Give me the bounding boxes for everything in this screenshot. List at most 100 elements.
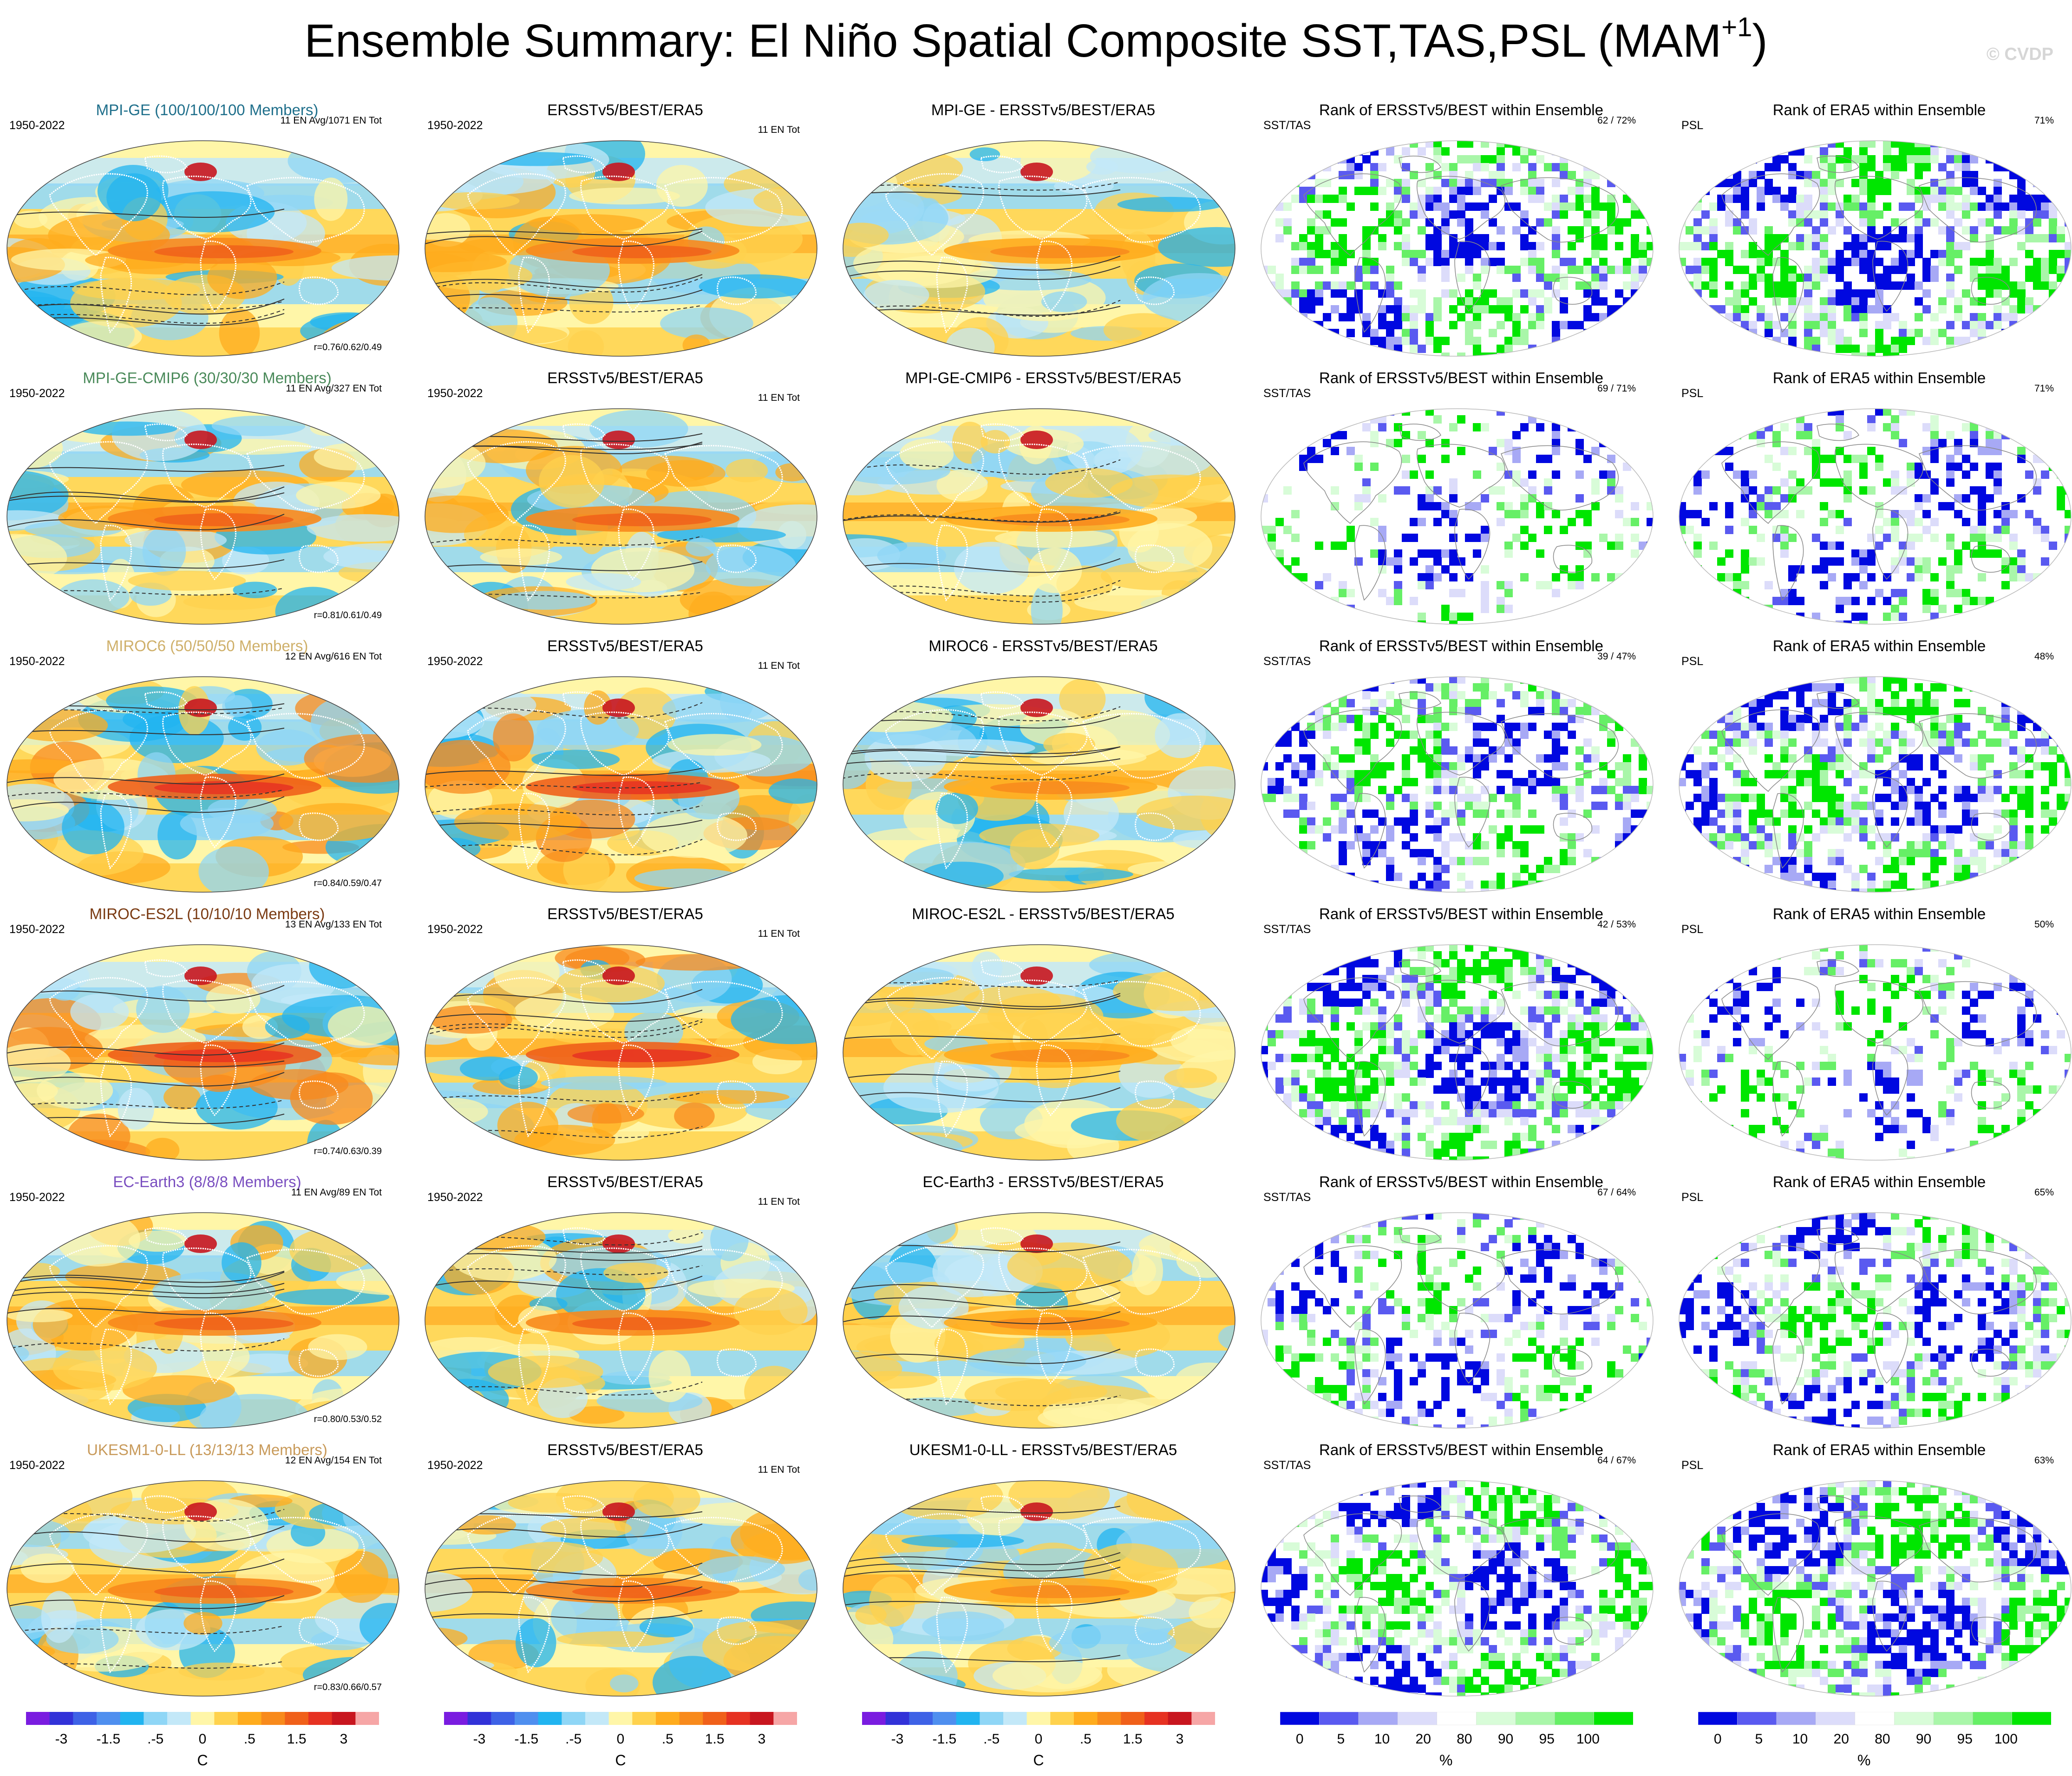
colorbar-tick-label: 0 <box>198 1731 207 1747</box>
panel-pattern-correlation: r=0.76/0.62/0.49 <box>314 342 382 353</box>
colorbar-tick-label: .5 <box>661 1731 673 1747</box>
colorbar-tick-label: 3 <box>340 1731 348 1747</box>
colorbar-swatch <box>1855 1712 1895 1725</box>
panel-title: ERSSTv5/BEST/ERA5 <box>547 905 703 922</box>
title-main: Ensemble Summary: El Niño Spatial Compos… <box>304 15 1722 67</box>
colorbar-tick-label: -3 <box>55 1731 68 1747</box>
composite-map-4 <box>425 944 817 1161</box>
colorbar-tick-label: 0 <box>1713 1731 1722 1747</box>
colorbar-tick-label: 90 <box>1497 1731 1514 1747</box>
composite-map-4 <box>7 944 399 1161</box>
panel-title: MIROC6 (50/50/50 Members) <box>106 637 308 654</box>
colorbar-tick-label: 3 <box>758 1731 766 1747</box>
title-close: ) <box>1752 15 1768 67</box>
panel-title: Rank of ERSSTv5/BEST within Ensemble <box>1319 1173 1603 1190</box>
panel-variable: SST/TAS <box>1263 119 1311 132</box>
colorbar-swatch <box>562 1712 586 1725</box>
colorbar-swatch <box>1358 1712 1399 1725</box>
composite-map-2 <box>843 408 1235 625</box>
panel-title: ERSSTv5/BEST/ERA5 <box>547 637 703 654</box>
panel-rank-percent: 62 / 72% <box>1597 115 1636 126</box>
panel-obs-row-3: ERSSTv5/BEST/ERA5 1950-2022 11 EN Tot <box>418 633 832 901</box>
panel-rank-percent: 65% <box>2034 1187 2054 1198</box>
colorbar-tick-label: -3 <box>891 1731 904 1747</box>
panel-variable: SST/TAS <box>1263 387 1311 400</box>
title-season-superscript: +1 <box>1721 12 1752 42</box>
colorbar-swatch <box>585 1712 609 1725</box>
colorbar-swatch <box>933 1712 957 1725</box>
panel-title: MIROC-ES2L (10/10/10 Members) <box>89 905 325 922</box>
composite-map-2 <box>425 408 817 625</box>
panel-ensemble-count: 11 EN Avg/327 EN Tot <box>286 383 382 394</box>
panel-variable: PSL <box>1681 1459 1704 1472</box>
composite-map-5 <box>7 1212 399 1429</box>
panel-diff-row-6: UKESM1-0-LL - ERSSTv5/BEST/ERA5 <box>836 1437 1250 1705</box>
colorbar-swatch <box>1972 1712 2013 1725</box>
colorbar-swatch <box>1168 1712 1192 1725</box>
colorbar-swatch <box>703 1712 727 1725</box>
panel-period: 1950-2022 <box>9 1459 65 1472</box>
colorbar-tick-label: 0 <box>1034 1731 1043 1747</box>
panel-rank1-row-4: Rank of ERSSTv5/BEST within Ensemble SST/… <box>1254 901 1668 1169</box>
panel-ensemble-count: 11 EN Avg/89 EN Tot <box>291 1187 382 1198</box>
rank-map-6 <box>1679 1480 2072 1697</box>
panel-title: EC-Earth3 - ERSSTv5/BEST/ERA5 <box>922 1173 1164 1190</box>
colorbar-swatch <box>515 1712 539 1725</box>
colorbar-tick-label: .-5 <box>983 1731 1000 1747</box>
colorbar-swatch <box>120 1712 144 1725</box>
panel-ensemble-count: 12 EN Avg/154 EN Tot <box>285 1455 382 1466</box>
colorbar-tick-label: 0 <box>1295 1731 1304 1747</box>
panel-period: 1950-2022 <box>427 1191 483 1204</box>
panel-rank-percent: 64 / 67% <box>1597 1455 1636 1466</box>
panel-title: Rank of ERA5 within Ensemble <box>1772 369 1986 386</box>
panel-variable: SST/TAS <box>1263 923 1311 936</box>
panel-period: 1950-2022 <box>427 119 483 132</box>
colorbar-swatch <box>1816 1712 1856 1725</box>
colorbar-swatch <box>1003 1712 1027 1725</box>
colorbar-tick-label: .-5 <box>147 1731 164 1747</box>
colorbar-swatch <box>144 1712 168 1725</box>
panel-title: MPI-GE-CMIP6 (30/30/30 Members) <box>83 369 332 386</box>
colorbar-tick-label: 95 <box>1539 1731 1555 1747</box>
rank-map-1 <box>1679 140 2072 357</box>
panel-rank2-row-4: Rank of ERA5 within Ensemble PSL 50% <box>1672 901 2072 1169</box>
panel-rank-percent: 71% <box>2034 115 2054 126</box>
rank-map-5 <box>1679 1212 2072 1429</box>
colorbar-tick-label: 95 <box>1957 1731 1973 1747</box>
colorbar-swatches <box>1280 1712 1633 1725</box>
colorbar-swatch <box>1933 1712 1973 1725</box>
colorbar-tick-label: -1.5 <box>932 1731 957 1747</box>
panel-title: Rank of ERA5 within Ensemble <box>1772 1173 1986 1190</box>
colorbar-swatch <box>2012 1712 2051 1725</box>
page-title: Ensemble Summary: El Niño Spatial Compos… <box>0 13 2072 69</box>
colorbar-swatch <box>1594 1712 1633 1725</box>
colorbar-swatch <box>214 1712 238 1725</box>
panel-title: EC-Earth3 (8/8/8 Members) <box>113 1173 301 1190</box>
colorbar-swatch <box>491 1712 515 1725</box>
panel-rank1-row-6: Rank of ERSSTv5/BEST within Ensemble SST/… <box>1254 1437 1668 1705</box>
panel-title: ERSSTv5/BEST/ERA5 <box>547 369 703 386</box>
colorbar-tick-label: .5 <box>243 1731 255 1747</box>
rank-map-1 <box>1261 140 1654 357</box>
colorbar-swatch <box>167 1712 191 1725</box>
panel-title: MIROC6 - ERSSTv5/BEST/ERA5 <box>928 637 1158 654</box>
panel-rank2-row-2: Rank of ERA5 within Ensemble PSL 71% <box>1672 366 2072 633</box>
panel-model-row-2: MPI-GE-CMIP6 (30/30/30 Members) 1950-2022… <box>0 366 414 633</box>
panel-variable: PSL <box>1681 387 1704 400</box>
panel-rank2-row-1: Rank of ERA5 within Ensemble PSL 71% <box>1672 98 2072 365</box>
panel-title: Rank of ERA5 within Ensemble <box>1772 101 1986 118</box>
colorbar-tick-label: -1.5 <box>514 1731 539 1747</box>
panel-pattern-correlation: r=0.80/0.53/0.52 <box>314 1414 382 1424</box>
panel-period: 1950-2022 <box>427 1459 483 1472</box>
colorbar-swatch <box>1437 1712 1477 1725</box>
colorbar-tick-label: 100 <box>1994 1731 2018 1747</box>
colorbar-swatch <box>1894 1712 1934 1725</box>
composite-map-1 <box>843 140 1235 357</box>
panel-diff-row-3: MIROC6 - ERSSTv5/BEST/ERA5 <box>836 633 1250 901</box>
panel-model-row-4: MIROC-ES2L (10/10/10 Members) 1950-2022 13… <box>0 901 414 1169</box>
panel-diff-row-5: EC-Earth3 - ERSSTv5/BEST/ERA5 <box>836 1169 1250 1437</box>
rank-map-2 <box>1679 408 2072 625</box>
colorbar-swatch <box>679 1712 703 1725</box>
panel-period: 1950-2022 <box>427 923 483 936</box>
colorbar-swatch <box>1476 1712 1516 1725</box>
